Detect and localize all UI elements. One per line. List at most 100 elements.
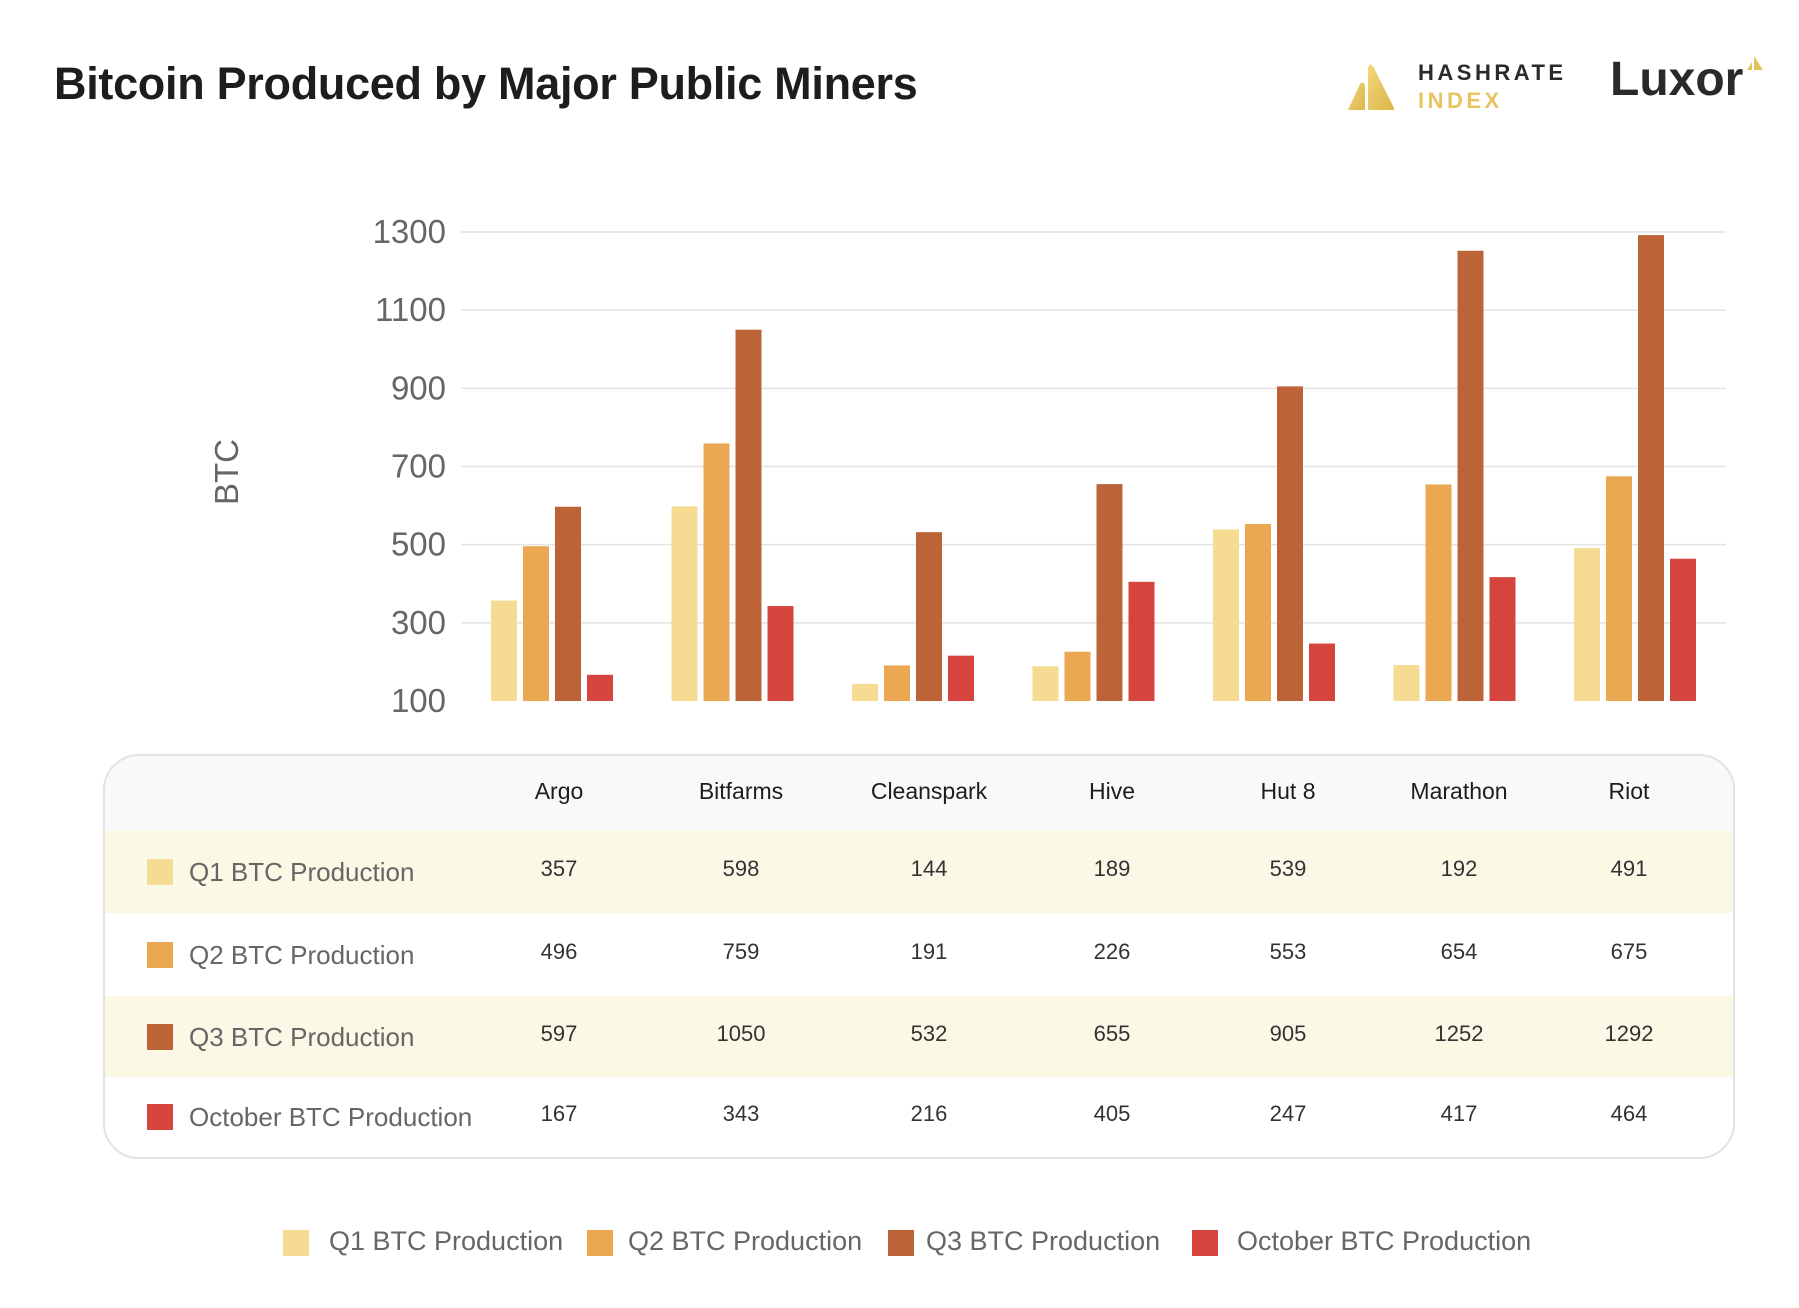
table-cell: 553: [1269, 938, 1307, 964]
bar-hut-8-series-2: [1277, 386, 1303, 701]
legend-swatch: [1192, 1230, 1218, 1256]
table-row: October BTC Production 167 343 216 405 247 417…: [105, 1077, 1733, 1157]
table-cell: 597: [540, 1020, 578, 1046]
column-header: Riot: [1608, 778, 1650, 804]
bar-marathon-series-0: [1393, 665, 1420, 701]
bar-hut-8-series-1: [1245, 523, 1271, 701]
table-cell: 532: [910, 1020, 948, 1046]
index-logo-text: INDEX: [1418, 88, 1503, 113]
table-cell: 1252: [1434, 1020, 1484, 1046]
bar-bitfarms-series-3: [767, 606, 794, 701]
bar-bitfarms-series-2: [735, 329, 762, 701]
column-header: Hive: [1088, 778, 1136, 804]
series-swatch: [147, 941, 173, 968]
table-cell: 417: [1440, 1101, 1478, 1126]
luxor-logo-text: Luxor: [1610, 53, 1744, 106]
chart-legend: Q1 BTC Production Q2 BTC Production Q3 BTC…: [0, 1226, 1799, 1260]
bar-hut-8-series-3: [1309, 643, 1335, 701]
hashrate-index-logo: HASHRATE INDEX: [1346, 58, 1576, 114]
table-cell: 167: [540, 1101, 578, 1126]
row-label: Q1 BTC Production: [189, 856, 415, 887]
table-row: Q1 BTC Production 357 598 144 189 539 192 491: [105, 830, 1733, 913]
row-label: Q2 BTC Production: [189, 939, 415, 970]
column-header: Bitfarms: [698, 778, 784, 804]
table-cell: 191: [910, 938, 948, 964]
table-cell: 675: [1610, 938, 1648, 964]
bar-cleanspark-series-2: [916, 532, 942, 701]
bar-cleanspark-series-1: [884, 665, 910, 701]
row-label: October BTC Production: [189, 1102, 473, 1132]
y-tick-label: 100: [391, 682, 446, 719]
table-cell: 464: [1610, 1101, 1648, 1126]
series-swatch: [147, 1104, 173, 1130]
table-cell: 247: [1269, 1101, 1307, 1126]
legend-label: Q2 BTC Production: [628, 1226, 863, 1256]
row-label: Q3 BTC Production: [189, 1021, 415, 1052]
table-cell: 405: [1093, 1101, 1131, 1126]
bar-argo-series-3: [587, 674, 613, 701]
table-cell: 655: [1093, 1020, 1131, 1046]
table-header-row: Argo Bitfarms Cleanspark Hive Hut 8 Marathon R…: [105, 756, 1733, 832]
table-row: Q3 BTC Production 597 1050 532 655 905 1252 129…: [105, 996, 1733, 1077]
table-cell: 357: [540, 855, 578, 881]
table-cell: 343: [722, 1101, 760, 1126]
bar-hive-series-3: [1128, 581, 1155, 701]
bar-hive-series-2: [1096, 484, 1123, 701]
table-cell: 226: [1093, 938, 1131, 964]
table-cell: 496: [540, 938, 578, 964]
bar-cleanspark-series-0: [852, 683, 878, 701]
bar-chart: 1300 1100 900 700 500 300 100 BTC: [208, 213, 1726, 719]
data-table: Argo Bitfarms Cleanspark Hive Hut 8 Marathon R…: [103, 754, 1735, 1159]
table-cell: 654: [1440, 938, 1478, 964]
y-tick-label: 300: [391, 604, 446, 641]
luxor-logo-icon: [1747, 56, 1763, 70]
luxor-logo: Luxor: [1610, 52, 1763, 107]
column-header: Argo: [534, 778, 584, 804]
table-cell: 491: [1610, 855, 1648, 881]
hashrate-logo-icon: [1348, 64, 1395, 110]
bar-hut-8-series-0: [1213, 529, 1239, 701]
bar-riot-series-2: [1638, 235, 1664, 702]
bar-argo-series-2: [555, 506, 581, 701]
y-tick-label: 1300: [373, 213, 446, 250]
legend-label: Q1 BTC Production: [329, 1226, 564, 1256]
table-cell: 189: [1093, 855, 1131, 881]
legend-label: Q3 BTC Production: [926, 1226, 1161, 1256]
y-tick-label: 500: [391, 526, 446, 563]
bar-marathon-series-1: [1425, 484, 1452, 701]
bar-hive-series-1: [1064, 651, 1091, 701]
y-axis-title: BTC: [208, 439, 245, 505]
y-tick-label: 1100: [375, 291, 446, 328]
bar-marathon-series-2: [1457, 250, 1484, 701]
bar-cleanspark-series-3: [948, 655, 974, 701]
table-cell: 759: [722, 938, 760, 964]
y-tick-label: 700: [391, 448, 446, 485]
column-header: Marathon: [1410, 778, 1508, 804]
column-header: Cleanspark: [870, 778, 988, 804]
bar-bitfarms-series-0: [671, 506, 698, 701]
bar-marathon-series-3: [1489, 577, 1516, 701]
column-header: Hut 8: [1260, 778, 1316, 804]
table-cell: 905: [1269, 1020, 1307, 1046]
chart-title: Bitcoin Produced by Major Public Miners: [54, 58, 918, 109]
bar-riot-series-0: [1574, 548, 1600, 701]
series-swatch: [147, 1023, 173, 1050]
legend-swatch: [888, 1230, 914, 1256]
bar-riot-series-3: [1670, 558, 1696, 701]
series-swatch: [147, 858, 173, 885]
table-cell: 1050: [716, 1020, 766, 1046]
table-cell: 539: [1269, 855, 1307, 881]
y-tick-label: 900: [391, 369, 446, 406]
legend-label: October BTC Production: [1237, 1226, 1532, 1256]
table-cell: 598: [722, 855, 760, 881]
bar-riot-series-1: [1606, 476, 1632, 701]
table-cell: 216: [910, 1101, 948, 1126]
legend-swatch: [283, 1230, 309, 1256]
bar-bitfarms-series-1: [703, 443, 730, 701]
legend-swatch: [587, 1230, 613, 1256]
bar-argo-series-1: [523, 546, 549, 701]
bar-hive-series-0: [1032, 666, 1059, 701]
table-row: Q2 BTC Production 496 759 191 226 553 654 675: [105, 913, 1733, 996]
table-cell: 1292: [1604, 1020, 1654, 1046]
bar-argo-series-0: [491, 600, 517, 701]
